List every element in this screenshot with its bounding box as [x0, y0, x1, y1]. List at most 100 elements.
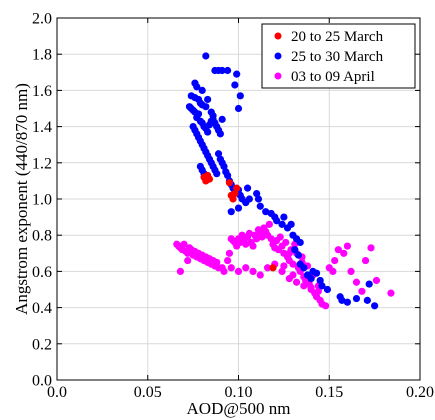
data-point [231, 189, 239, 198]
data-point [363, 296, 371, 304]
data-point [220, 267, 228, 275]
data-point [225, 249, 234, 257]
y-tick-label: 1.8 [32, 47, 52, 64]
data-point [352, 294, 361, 303]
data-point [307, 284, 315, 292]
data-point [224, 256, 232, 265]
legend-box [261, 23, 416, 89]
data-point [343, 242, 351, 250]
legend-marker-20-25-march [274, 32, 282, 40]
data-point [347, 267, 355, 275]
data-point [224, 66, 232, 75]
data-point [312, 269, 321, 277]
y-tick-label: 1.4 [32, 119, 52, 136]
data-point [258, 233, 266, 241]
y-tick-label: 1.0 [32, 192, 52, 209]
data-point [180, 240, 188, 248]
data-point [218, 66, 226, 75]
data-point [249, 267, 257, 275]
y-axis-title: Angstrom exponent (440/870 nm) [12, 83, 31, 315]
x-tick-label: 0.0 [47, 384, 67, 401]
data-point [289, 271, 297, 279]
data-point [238, 231, 246, 239]
data-point [289, 260, 297, 268]
data-point [285, 249, 293, 257]
y-tick-label: 0.8 [32, 228, 52, 245]
data-point [371, 302, 379, 310]
x-tick-label: 0.05 [134, 384, 162, 401]
data-point [287, 220, 295, 228]
y-tick-label: 1.6 [32, 83, 52, 100]
data-point [227, 264, 235, 272]
data-point [300, 264, 308, 272]
data-point [227, 208, 235, 216]
data-point [296, 238, 304, 247]
data-point [245, 195, 253, 203]
data-point [314, 287, 322, 295]
data-point [291, 246, 299, 254]
data-point [242, 240, 250, 248]
data-point [280, 262, 288, 270]
grid-lines [56, 17, 421, 381]
data-point [291, 240, 299, 248]
data-point [294, 251, 302, 259]
data-point [220, 162, 228, 171]
data-point [245, 229, 253, 237]
data-point [358, 287, 366, 295]
data-point [265, 220, 273, 228]
data-point [329, 267, 337, 275]
x-axis-title: AOD@500 nm [187, 399, 291, 418]
data-point [300, 282, 308, 290]
data-point [213, 258, 221, 266]
x-tick-label: 0.10 [225, 384, 253, 401]
data-point [204, 95, 212, 104]
data-point [323, 285, 332, 294]
data-point [256, 202, 264, 210]
data-point [204, 128, 212, 136]
legend-label-03-09-april: 03 to 09 April [291, 69, 375, 85]
legend-label-20-25-march: 20 to 25 March [291, 29, 384, 45]
y-tick-label: 0.4 [32, 300, 52, 317]
data-point [282, 238, 290, 247]
data-point [278, 220, 286, 228]
data-point [340, 249, 348, 257]
data-point [256, 271, 264, 279]
data-point [231, 81, 239, 89]
data-point [176, 267, 185, 275]
data-point [249, 242, 257, 250]
data-point [361, 256, 370, 265]
data-point [202, 103, 210, 111]
data-point [202, 52, 210, 60]
data-point [267, 235, 275, 243]
legend-marker-25-30-march [274, 52, 282, 60]
y-tick-label: 0.0 [32, 373, 52, 390]
data-point [263, 264, 272, 272]
legend-label-25-30-march: 25 to 30 March [291, 49, 384, 65]
data-point [273, 217, 281, 225]
data-point [224, 171, 232, 180]
data-point [331, 256, 339, 265]
data-point [372, 276, 381, 285]
data-point [225, 179, 234, 187]
data-point [234, 204, 243, 212]
data-point [218, 115, 226, 123]
data-point [214, 150, 223, 158]
data-point [253, 235, 261, 243]
data-point [318, 282, 326, 290]
data-point [316, 276, 324, 285]
data-point [198, 86, 206, 94]
y-tick-label: 0.2 [32, 336, 52, 353]
data-point [193, 83, 201, 91]
data-point [213, 170, 221, 178]
legend: 20 to 25 March 25 to 30 March 03 to 09 A… [261, 23, 416, 89]
data-point [254, 195, 263, 203]
data-point [280, 213, 288, 221]
data-point [343, 298, 351, 306]
data-point [276, 233, 284, 241]
data-point [307, 275, 315, 283]
data-point [334, 246, 342, 254]
data-point [233, 184, 241, 192]
y-tick-label: 1.2 [32, 155, 52, 172]
data-point [269, 264, 277, 272]
